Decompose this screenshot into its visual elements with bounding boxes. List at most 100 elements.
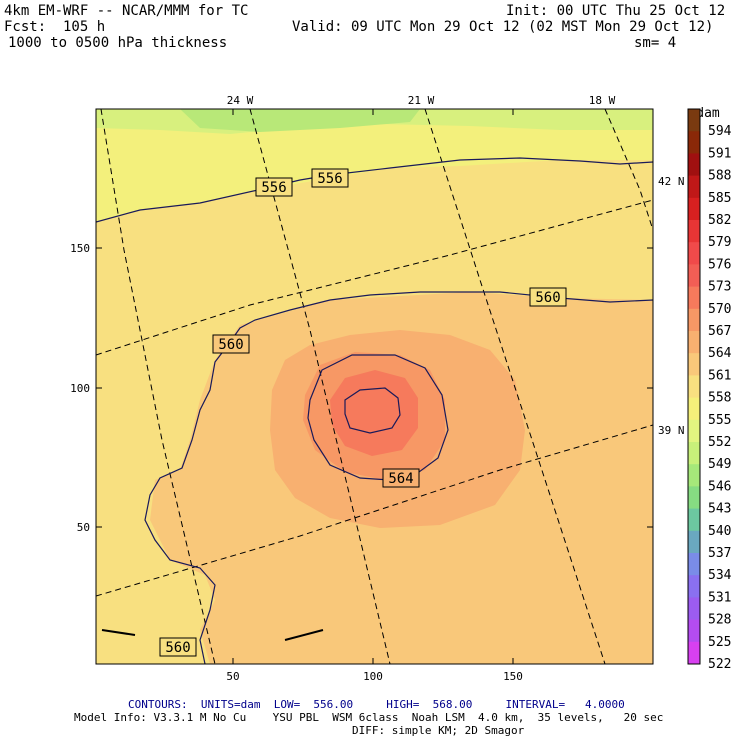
x-tick-labels: 50 100 150 <box>226 670 523 683</box>
x-tick-label: 150 <box>503 670 523 683</box>
contour-label: 560 <box>218 337 243 353</box>
colorbar-unit: dam <box>696 106 720 121</box>
colorbar-tick-label: 588 <box>708 169 731 184</box>
colorbar-swatch <box>688 242 700 265</box>
colorbar-frame <box>687 108 701 665</box>
colorbar-tick-label: 531 <box>708 590 731 605</box>
wind-barb <box>101 629 136 636</box>
colorbar-swatch <box>688 375 700 399</box>
colorbar-swatch <box>688 308 700 332</box>
contour-560 <box>144 291 653 664</box>
colorbar-swatch <box>688 486 700 510</box>
shade-558 <box>96 109 653 664</box>
colorbar-tick-label: 543 <box>708 502 731 517</box>
colorbar-swatch <box>688 175 700 199</box>
colorbar-swatch <box>688 464 700 487</box>
lon-labels: 24 W 21 W 18 W <box>227 94 616 107</box>
colorbar-tick-label: 561 <box>708 368 731 383</box>
colorbar-swatch <box>688 153 700 177</box>
contour-label: 560 <box>535 290 560 306</box>
colorbar-swatch <box>688 397 700 421</box>
colorbar-swatch <box>688 264 700 288</box>
wind-barbs <box>101 629 324 641</box>
thickness-field <box>96 109 653 664</box>
map-frame <box>95 108 654 665</box>
colorbar-tick-label: 570 <box>708 302 731 317</box>
axis-ticks <box>96 109 653 664</box>
init-time: Init: 00 UTC Thu 25 Oct 12 <box>506 3 726 19</box>
contour-info: CONTOURS: UNITS=dam LOW= 556.00 HIGH= 56… <box>128 698 625 711</box>
colorbar-tick-label: 546 <box>708 479 731 494</box>
colorbar-tick-label: 549 <box>708 457 731 472</box>
contour-label: 564 <box>388 471 413 487</box>
colorbar-tick-label: 552 <box>708 435 731 450</box>
colorbar-tick-label: 564 <box>708 346 732 361</box>
colorbar-tick-label: 591 <box>708 146 731 161</box>
colorbar-swatch <box>688 530 700 554</box>
lat-labels: 42 N 39 N <box>658 175 685 437</box>
colorbar-swatch <box>688 220 700 243</box>
contour-564 <box>307 354 449 481</box>
valid-time: Valid: 09 UTC Mon 29 Oct 12 (02 MST Mon … <box>292 19 714 35</box>
y-tick-label: 50 <box>77 521 90 534</box>
latlon-grid <box>96 109 653 664</box>
colorbar-swatch <box>688 442 700 465</box>
colorbar-swatch <box>688 353 700 376</box>
contour-556 <box>96 157 653 223</box>
lat-label: 42 N <box>658 175 685 188</box>
lat-label: 39 N <box>658 424 685 437</box>
y-tick-label: 150 <box>70 242 90 255</box>
colorbar-tick-label: 534 <box>708 568 732 583</box>
colorbar-tick-label: 594 <box>708 124 732 139</box>
lon-label: 24 W <box>227 94 254 107</box>
model-title: 4km EM-WRF -- NCAR/MMM for TC <box>4 3 249 19</box>
shade-570 <box>330 370 418 456</box>
shade-555 <box>96 109 653 222</box>
colorbar-swatch <box>688 619 700 643</box>
colorbar-tick-label: 576 <box>708 257 731 272</box>
parallel-39n <box>96 424 653 597</box>
colorbar-tick-label: 567 <box>708 324 731 339</box>
forecast-hour: Fcst: 105 h <box>4 19 106 35</box>
colorbar-swatch <box>688 553 700 576</box>
colorbar-swatch <box>688 331 700 354</box>
lon-label: 18 W <box>589 94 616 107</box>
colorbar-tick-label: 579 <box>708 235 731 250</box>
colorbar-swatch <box>688 641 700 665</box>
colorbar-tick-label: 528 <box>708 613 731 628</box>
colorbar-tick-label: 522 <box>708 657 731 672</box>
colorbar-swatch <box>688 597 700 621</box>
thickness-contours <box>96 157 653 664</box>
colorbar-tick-label: 573 <box>708 280 731 295</box>
colorbar-swatch <box>688 419 700 443</box>
colorbar-swatch <box>688 109 700 132</box>
colorbar-tick-label: 537 <box>708 546 731 561</box>
y-tick-label: 100 <box>70 382 90 395</box>
contour-label: 560 <box>165 640 190 656</box>
colorbar-swatch <box>688 575 700 598</box>
contour-label: 556 <box>317 171 342 187</box>
colorbar-tick-label: 582 <box>708 213 731 228</box>
wind-barb <box>284 629 324 641</box>
colorbar-swatch <box>688 131 700 154</box>
meridian-27w <box>100 109 216 664</box>
field-name: 1000 to 0500 hPa thickness <box>8 35 228 51</box>
model-info: Model Info: V3.3.1 M No Cu YSU PBL WSM 6… <box>74 711 664 724</box>
colorbar-swatch <box>688 508 700 532</box>
parallel-42n <box>96 199 653 356</box>
lon-label: 21 W <box>408 94 435 107</box>
diffusion-info: DIFF: simple KM; 2D Smagor <box>352 724 525 737</box>
contour-568 <box>344 387 401 434</box>
colorbar-tick-label: 540 <box>708 524 731 539</box>
x-tick-label: 100 <box>363 670 383 683</box>
colorbar-tick-label: 555 <box>708 413 731 428</box>
shade-549 <box>180 109 420 132</box>
colorbar-swatch <box>688 286 700 310</box>
colorbar: 594 591 588 585 582 579 576 573 570 567 564 561 558 5… <box>687 108 732 672</box>
colorbar-tick-label: 558 <box>708 391 731 406</box>
contour-labels: 556 556 560 560 560 564 <box>159 168 567 657</box>
colorbar-tick-label: 585 <box>708 191 731 206</box>
colorbar-tick-label: 525 <box>708 635 731 650</box>
x-tick-label: 50 <box>226 670 239 683</box>
